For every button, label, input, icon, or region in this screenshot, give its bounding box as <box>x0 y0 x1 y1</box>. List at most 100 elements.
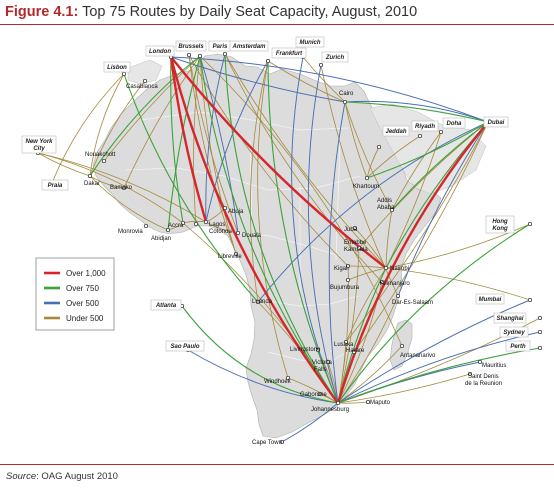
city-dot-jeddah <box>376 144 382 150</box>
city-dot-abidjan <box>165 227 171 233</box>
boxed-city-frame <box>505 340 531 352</box>
boxed-city-frame <box>382 125 410 137</box>
source-label: Source <box>6 471 37 482</box>
route-paris-nouakchott <box>103 55 201 162</box>
boxed-city-frame <box>295 36 325 48</box>
route-dubai-addis <box>391 121 489 211</box>
route-doha-nairobi <box>385 131 442 269</box>
border-line <box>125 167 361 191</box>
border-line <box>261 295 359 307</box>
route-dakar-abidjan <box>89 175 169 231</box>
city-dot-shanghai <box>537 315 543 321</box>
city-label-abidjan: Abidjan <box>151 236 171 242</box>
city-label-saint-denis-de-la-reunion: Saint Denis de la Reunion <box>465 374 502 387</box>
city-label-windhoek: Windhoek <box>264 379 292 385</box>
boxed-city-frame <box>21 135 57 154</box>
boxed-city-label-hong-kong: Hong Kong <box>492 219 508 232</box>
border-line <box>229 231 341 257</box>
route-london-nairobi <box>169 55 388 270</box>
boxed-city-label-praia: Praia <box>48 183 63 189</box>
route-london-dubai <box>170 56 489 123</box>
city-label-luanda: Luanda <box>252 299 273 305</box>
route-brussels-libreville <box>188 54 237 255</box>
boxed-city-frame <box>442 117 466 129</box>
boxed-city-frame <box>485 215 515 234</box>
route-cairo-addis <box>344 101 393 211</box>
boxed-city-frame <box>103 61 131 73</box>
route-nairobi-lusaka <box>345 267 387 343</box>
route-nairobi-juba <box>354 227 387 269</box>
route-nairobi-bujumbura <box>347 267 387 281</box>
city-label-kilimanjaro: Kilimanjaro <box>380 281 410 287</box>
city-label-libreville: Libreville <box>218 254 242 260</box>
route-dubai-entebbe <box>358 121 489 249</box>
africa-land <box>92 53 442 439</box>
city-dot-kigali <box>345 263 351 269</box>
city-label-antananarivo: Antananarivo <box>400 353 436 359</box>
boxed-city-paris: Paris <box>208 40 232 52</box>
route-paris-joburg <box>199 55 339 404</box>
city-label-dar-es-salaam: Dar-Es-Salaam <box>392 300 433 306</box>
city-dot-paris <box>197 53 203 59</box>
boxed-city-perth: Perth <box>505 340 531 352</box>
boxed-city-frame <box>411 120 439 132</box>
route-amsterdam-lagos <box>205 53 226 223</box>
route-douala-paris <box>199 55 239 234</box>
boxed-city-amsterdam: Amsterdam <box>229 40 269 52</box>
route-joburg-maputo <box>337 401 369 404</box>
boxed-city-frame <box>150 299 182 311</box>
route-paris-bamako <box>123 55 201 189</box>
city-dot-frankfurt <box>265 58 271 64</box>
city-dot-khartoum <box>364 175 370 181</box>
route-mumbai-nairobi <box>385 267 531 301</box>
city-dot-douala <box>235 230 241 236</box>
route-london-lagos <box>169 55 208 224</box>
boxed-city-label-doha: Doha <box>447 121 463 127</box>
boxed-city-frame <box>271 47 307 59</box>
city-dot-cotonou <box>193 221 199 227</box>
route-dubai-joburg <box>336 120 490 405</box>
city-dot-livingstone <box>315 347 321 353</box>
route-nairobi-kigali <box>347 265 387 269</box>
city-dot-nairobi <box>383 265 389 271</box>
source-note: Source: OAG August 2010 <box>6 471 118 482</box>
route-cairo-joburg <box>328 101 346 404</box>
city-dot-mauritius <box>477 359 483 365</box>
figure-title: Figure 4.1: Top 75 Routes by Daily Seat … <box>5 4 417 20</box>
boxed-city-label-atlanta: Atlanta <box>155 303 177 309</box>
route-cairo-dubai <box>344 100 489 123</box>
boxed-city-label-riyadh: Riyadh <box>415 124 435 130</box>
city-dot-harare <box>351 349 357 355</box>
route-jeddah-khartoum <box>366 146 380 179</box>
route-lisbon-praia <box>51 73 125 184</box>
route-lisbon-dakar <box>89 73 125 177</box>
boxed-city-label-zurich: Zurich <box>325 55 345 61</box>
route-frankfurt-windhoek <box>257 60 289 379</box>
source-text: : OAG August 2010 <box>36 471 118 482</box>
city-label-kigali: Kigali <box>334 266 349 272</box>
city-dot-monrovia <box>143 223 149 229</box>
route-london-accra <box>170 56 184 224</box>
city-label-victoria-falls: Victoria Falls <box>312 360 333 373</box>
boxed-city-doha: Doha <box>442 117 466 129</box>
route-amsterdam-nairobi <box>224 53 387 269</box>
route-paris-abidjan <box>167 55 201 231</box>
boxed-city-sydney: Sydney <box>499 326 529 338</box>
city-dot-cairo <box>342 99 348 105</box>
boxed-city-label-new-york-city: New York City <box>25 139 53 152</box>
city-labels: Casablanca Cairo Nouakchott Dakar Bamako Khar… <box>84 84 506 446</box>
city-label-nairobi: Nairobi <box>390 266 409 272</box>
city-dot-lisbon <box>121 71 127 77</box>
route-frankfurt-lagos <box>205 60 269 223</box>
boxed-city-frame <box>165 340 205 352</box>
city-label-entebbe-kampala: Entebbe Kampala <box>344 240 368 253</box>
route-newyork-accra <box>37 152 184 224</box>
figure-title-text: Top 75 Routes by Daily Seat Capacity, Au… <box>82 4 418 20</box>
route-frankfurt-cairo <box>267 60 346 103</box>
city-label-accra: Accra <box>168 223 184 229</box>
boxed-city-frame <box>145 45 175 57</box>
legend-item-under-500: Under 500 <box>44 314 104 323</box>
boxed-city-label-dubai: Dubai <box>488 120 505 126</box>
boxed-city-riyadh: Riyadh <box>411 120 439 132</box>
boxed-city-label-london: London <box>149 49 171 55</box>
